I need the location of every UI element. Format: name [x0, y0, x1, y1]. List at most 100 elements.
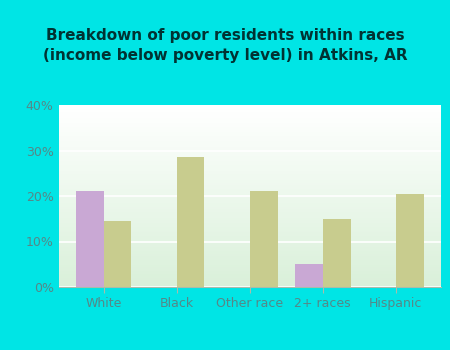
Bar: [58, 267, 441, 269]
Bar: [58, 116, 441, 118]
Bar: [58, 278, 441, 280]
Bar: [58, 132, 441, 134]
Bar: [58, 252, 441, 254]
Bar: [58, 245, 441, 247]
Bar: [58, 131, 441, 132]
Bar: [58, 271, 441, 272]
Bar: [58, 216, 441, 218]
Bar: [58, 229, 441, 231]
Bar: [58, 136, 441, 138]
Bar: [58, 118, 441, 120]
Bar: [58, 152, 441, 154]
Bar: [58, 220, 441, 222]
Bar: [396, 194, 423, 287]
Bar: [58, 180, 441, 181]
Bar: [58, 285, 441, 287]
Bar: [58, 161, 441, 163]
Bar: [58, 274, 441, 276]
Bar: [58, 121, 441, 123]
Bar: [58, 261, 441, 263]
Bar: [58, 258, 441, 260]
Bar: [58, 222, 441, 223]
Bar: [58, 194, 441, 196]
Bar: [58, 284, 441, 285]
Bar: [58, 207, 441, 209]
Legend: Atkins, Arkansas: Atkins, Arkansas: [151, 349, 349, 350]
Bar: [58, 214, 441, 216]
Bar: [58, 154, 441, 156]
Bar: [58, 108, 441, 111]
Bar: [250, 191, 278, 287]
Bar: [58, 276, 441, 278]
Bar: [295, 264, 323, 287]
Bar: [58, 138, 441, 140]
Bar: [58, 263, 441, 265]
Bar: [58, 107, 441, 108]
Text: Breakdown of poor residents within races
(income below poverty level) in Atkins,: Breakdown of poor residents within races…: [43, 28, 407, 63]
Bar: [58, 198, 441, 199]
Bar: [58, 243, 441, 245]
Bar: [58, 169, 441, 170]
Bar: [58, 232, 441, 234]
Bar: [58, 150, 441, 152]
Bar: [58, 141, 441, 143]
Bar: [58, 181, 441, 183]
Bar: [58, 256, 441, 258]
Bar: [58, 172, 441, 174]
Bar: [58, 189, 441, 190]
Bar: [58, 227, 441, 229]
Bar: [58, 251, 441, 252]
Bar: [58, 178, 441, 180]
Bar: [58, 199, 441, 202]
Bar: [58, 140, 441, 141]
Bar: [58, 225, 441, 227]
Bar: [58, 183, 441, 185]
Bar: [58, 212, 441, 214]
Bar: [58, 176, 441, 178]
Bar: [58, 196, 441, 198]
Bar: [58, 158, 441, 160]
Bar: [58, 203, 441, 205]
Bar: [58, 163, 441, 165]
Bar: [58, 145, 441, 147]
Bar: [58, 190, 441, 192]
Bar: [58, 223, 441, 225]
Bar: [58, 165, 441, 167]
Bar: [58, 202, 441, 203]
Bar: [58, 120, 441, 121]
Bar: [58, 111, 441, 112]
Bar: [58, 280, 441, 281]
Bar: [58, 105, 441, 107]
Bar: [58, 149, 441, 150]
Bar: [58, 129, 441, 131]
Bar: [58, 234, 441, 236]
Bar: [58, 269, 441, 271]
Bar: [58, 241, 441, 243]
Bar: [58, 174, 441, 176]
Bar: [58, 260, 441, 261]
Bar: [58, 114, 441, 116]
Bar: [58, 147, 441, 149]
Bar: [58, 187, 441, 189]
Bar: [177, 158, 204, 287]
Bar: [58, 127, 441, 129]
Bar: [58, 143, 441, 145]
Bar: [58, 238, 441, 240]
Bar: [58, 281, 441, 284]
Bar: [104, 221, 131, 287]
Bar: [58, 211, 441, 212]
Bar: [58, 205, 441, 207]
Bar: [58, 160, 441, 161]
Bar: [58, 231, 441, 232]
Bar: [58, 249, 441, 251]
Bar: [76, 191, 104, 287]
Bar: [58, 112, 441, 114]
Bar: [58, 193, 441, 194]
Bar: [323, 219, 351, 287]
Bar: [58, 125, 441, 127]
Bar: [58, 254, 441, 256]
Bar: [58, 240, 441, 242]
Bar: [58, 170, 441, 172]
Bar: [58, 209, 441, 211]
Bar: [58, 247, 441, 249]
